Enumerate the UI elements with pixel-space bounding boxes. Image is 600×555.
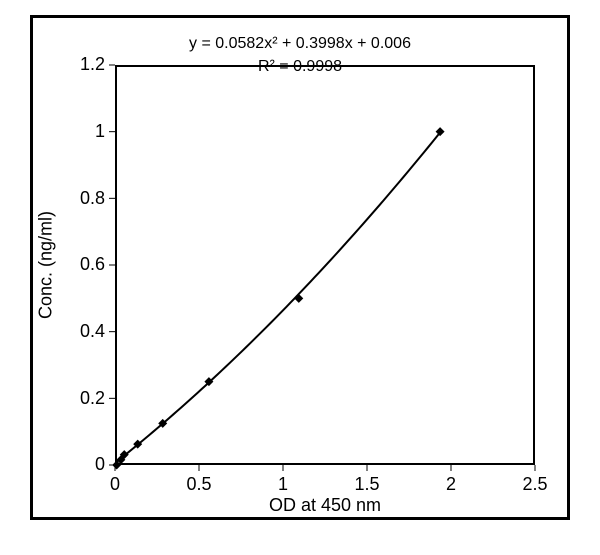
x-tick-label: 0.5 [186, 474, 211, 495]
x-tick-label: 1.5 [354, 474, 379, 495]
chart-frame: y = 0.0582x² + 0.3998x + 0.006 R² = 0.99… [0, 0, 600, 555]
y-tick-label: 0.8 [80, 188, 105, 209]
y-tick-label: 1 [95, 121, 105, 142]
fit-curve [117, 132, 440, 461]
y-tick-label: 0.6 [80, 254, 105, 275]
x-tick-label: 2 [446, 474, 456, 495]
data-point [294, 294, 303, 303]
x-tick-label: 2.5 [522, 474, 547, 495]
y-tick-label: 0.2 [80, 388, 105, 409]
x-tick-label: 1 [278, 474, 288, 495]
y-tick-label: 0.4 [80, 321, 105, 342]
x-tick-label: 0 [110, 474, 120, 495]
chart-svg [0, 0, 600, 555]
y-tick-label: 0 [95, 454, 105, 475]
y-tick-label: 1.2 [80, 54, 105, 75]
